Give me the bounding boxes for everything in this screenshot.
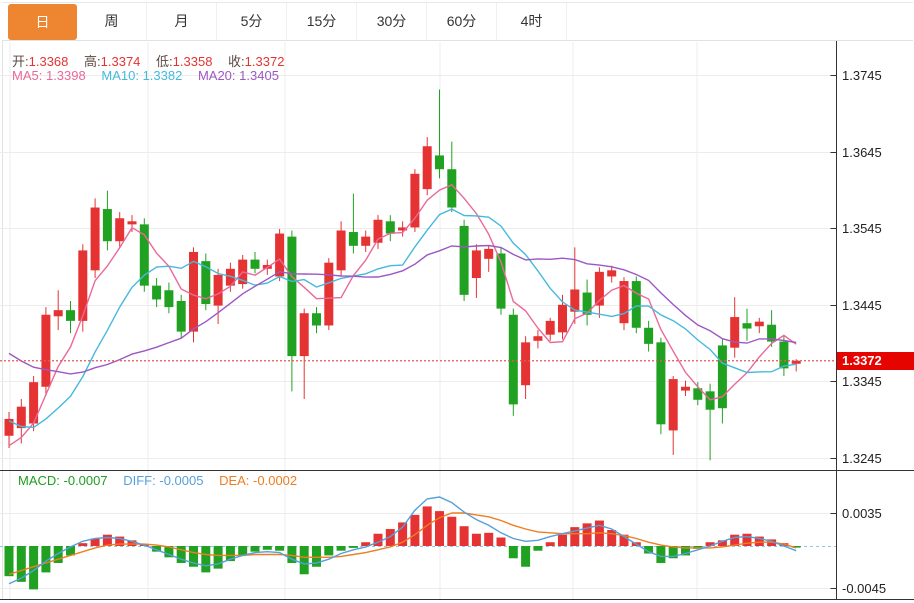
price-axis-label: 1.3745 xyxy=(842,68,882,83)
open-value: 1.3368 xyxy=(28,54,69,69)
price-axis-label: 1.3245 xyxy=(842,451,882,466)
macd-label: MACD: xyxy=(18,473,60,488)
macd-axis-label: 0.0035 xyxy=(842,506,882,521)
tab-min15[interactable]: 15分 xyxy=(287,3,357,40)
ma10-label: MA10: xyxy=(101,68,139,83)
macd-value: -0.0007 xyxy=(63,473,108,488)
price-axis-label: 1.3645 xyxy=(842,145,882,160)
open-label: 开: xyxy=(12,54,29,69)
high-label: 高: xyxy=(84,54,101,69)
diff-value: -0.0005 xyxy=(159,473,204,488)
ma20-label: MA20: xyxy=(197,68,236,83)
tab-min60[interactable]: 60分 xyxy=(427,3,497,40)
tab-month[interactable]: 月 xyxy=(147,3,217,40)
low-value: 1.3358 xyxy=(172,54,213,69)
last-price-badge: 1.3372 xyxy=(837,352,914,370)
ohlc-header: 开:1.3368 高:1.3374 低:1.3358 收:1.3372 xyxy=(12,51,296,70)
high-value: 1.3374 xyxy=(100,54,141,69)
price-axis-label: 1.3545 xyxy=(842,221,882,236)
price-axis-label: 1.3445 xyxy=(842,298,882,313)
price-axis-label: 1.3345 xyxy=(842,374,882,389)
tab-week[interactable]: 周 xyxy=(77,3,147,40)
macd-header: MACD: -0.0007 DIFF: -0.0005 DEA: -0.0002 xyxy=(18,473,309,488)
ma20-value: 1.3405 xyxy=(239,68,279,83)
tab-min30[interactable]: 30分 xyxy=(357,3,427,40)
ma10-value: 1.3382 xyxy=(142,68,183,83)
ma5-label: MA5: xyxy=(12,68,43,83)
tab-min5[interactable]: 5分 xyxy=(217,3,287,40)
tab-hour4[interactable]: 4时 xyxy=(497,3,567,40)
timeframe-tabbar: 日周月 5分 15分 30分 60分 4时 xyxy=(2,2,913,41)
ma-header: MA5: 1.3398 MA10: 1.3382 MA20: 1.3405 xyxy=(12,68,291,83)
close-value: 1.3372 xyxy=(244,54,285,69)
diff-label: DIFF: xyxy=(123,473,156,488)
macd-axis-label: -0.0045 xyxy=(842,581,886,596)
low-label: 低: xyxy=(156,54,173,69)
ma5-value: 1.3398 xyxy=(45,68,86,83)
close-label: 收: xyxy=(228,54,245,69)
tab-day[interactable]: 日 xyxy=(8,4,77,40)
dea-label: DEA: xyxy=(219,473,250,488)
dea-value: -0.0002 xyxy=(253,473,298,488)
